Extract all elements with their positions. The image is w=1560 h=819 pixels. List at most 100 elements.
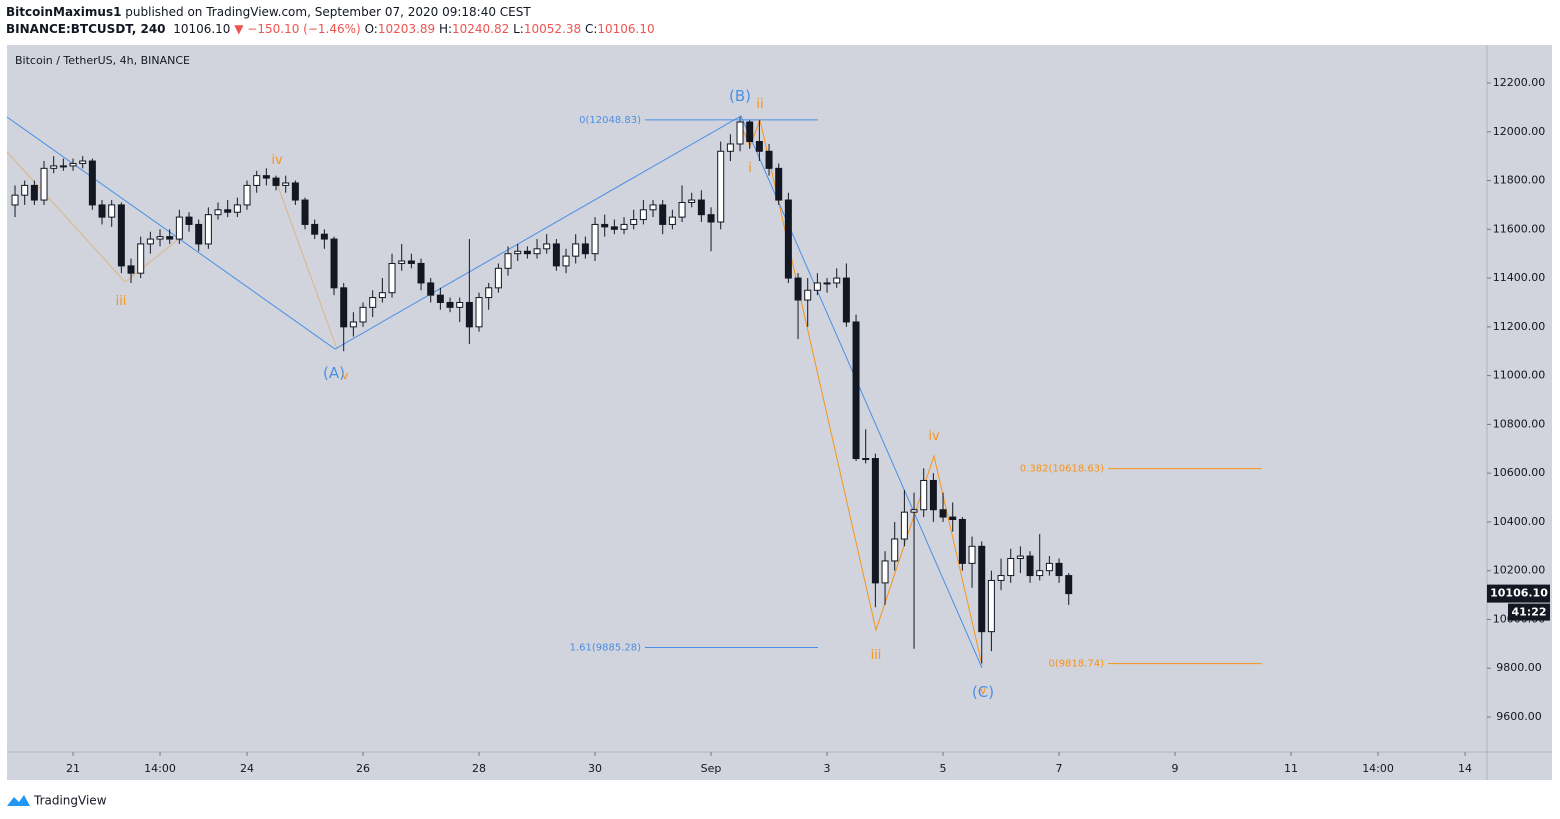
- x-tick-label: 14: [1458, 762, 1472, 775]
- x-tick-label: 14:00: [144, 762, 176, 775]
- wave-labels: (B) ii i iv iii (A) v iv iii (C) v: [116, 87, 995, 701]
- candle-body: [504, 253, 512, 269]
- y-tick-label: 10400.00: [1493, 515, 1546, 528]
- candle-body: [939, 509, 947, 518]
- chart-title: Bitcoin / TetherUS, 4h, BINANCE: [15, 54, 190, 67]
- wave-line: [740, 118, 983, 666]
- candle-body: [871, 458, 879, 584]
- x-tick-label: 7: [1056, 762, 1063, 775]
- candle-body: [243, 184, 251, 206]
- candle-body: [891, 538, 899, 562]
- candle-body: [50, 165, 58, 169]
- candle-body: [79, 160, 87, 164]
- candle-body: [398, 260, 406, 264]
- wave-label: ii: [756, 97, 763, 112]
- candle-body: [997, 575, 1005, 581]
- y-tick-label: 10200.00: [1493, 564, 1546, 577]
- symbol: BINANCE:BTCUSDT, 240: [6, 22, 166, 36]
- candle-body: [291, 182, 299, 201]
- wave-label: iii: [871, 648, 882, 663]
- ohlc-key: C:: [584, 22, 598, 36]
- x-tick-label: 28: [472, 762, 486, 775]
- candle-body: [726, 143, 734, 152]
- y-tick-label: 12200.00: [1493, 76, 1546, 89]
- ohlc-value: 10240.82: [452, 22, 510, 36]
- candle-body: [823, 282, 831, 285]
- change: ▼ −150.10 (−1.46%): [234, 22, 361, 36]
- candles: [11, 117, 1073, 664]
- candle-body: [514, 250, 522, 255]
- ohlc-value: 10052.38: [523, 22, 582, 36]
- candle-body: [881, 560, 889, 584]
- candle-body: [929, 479, 937, 511]
- countdown-box: [1508, 603, 1550, 621]
- wave-label: v: [980, 684, 987, 697]
- candle-body: [523, 250, 531, 255]
- candle-body: [668, 216, 676, 225]
- candle-body: [494, 267, 502, 289]
- candle-body: [659, 204, 667, 225]
- y-tick-label: 12000.00: [1493, 125, 1546, 138]
- x-tick-label: 30: [588, 762, 602, 775]
- candle-body: [456, 301, 464, 308]
- candle-body: [253, 175, 261, 186]
- candle-body: [949, 516, 957, 520]
- candle-body: [369, 297, 377, 308]
- candle-body: [852, 321, 860, 460]
- published: published on TradingView.com, September …: [125, 5, 531, 19]
- candle-body: [127, 265, 135, 274]
- fib-label: 0(12048.83): [579, 115, 641, 126]
- candle-body: [862, 458, 870, 461]
- fib-label: 0(9818.74): [1048, 659, 1104, 670]
- candle-body: [1016, 555, 1024, 560]
- countdown: 41:22: [1511, 606, 1546, 619]
- candle-body: [117, 204, 125, 267]
- header: BitcoinMaximus1 published on TradingView…: [6, 4, 655, 38]
- candle-body: [282, 182, 290, 186]
- candle-body: [311, 223, 319, 235]
- candle-body: [978, 545, 986, 633]
- candle-body: [1045, 562, 1053, 572]
- x-tick-label: 21: [66, 762, 80, 775]
- candle-body: [204, 214, 212, 245]
- y-tick-label: 10600.00: [1493, 466, 1546, 479]
- candle-body: [340, 287, 348, 328]
- candle-body: [156, 236, 164, 240]
- ohlc-value: 10203.89: [377, 22, 436, 36]
- candle-body: [775, 167, 783, 201]
- candle-body: [224, 209, 232, 213]
- x-tick-label: Sep: [701, 762, 722, 775]
- candle-body: [649, 204, 657, 211]
- candle-body: [407, 260, 415, 264]
- candle-body: [88, 160, 96, 206]
- fib-label: 0.382(10618.63): [1020, 464, 1104, 475]
- candle-body: [262, 175, 270, 179]
- candle-body: [610, 226, 618, 230]
- footer-logo: TradingView: [7, 794, 107, 808]
- wave-drawings: [6, 115, 983, 669]
- wave-label: (C): [972, 683, 994, 701]
- candle-body: [98, 204, 106, 218]
- wave-line: [274, 177, 338, 350]
- candle-body: [378, 292, 386, 299]
- fib-label: 1.61(9885.28): [570, 642, 642, 653]
- wave-label: iv: [271, 153, 283, 168]
- candle-body: [784, 199, 792, 279]
- candle-body: [427, 282, 435, 296]
- candle-body: [69, 162, 77, 167]
- candle-body: [485, 287, 493, 299]
- candle-body: [146, 238, 154, 245]
- candle-body: [40, 167, 48, 201]
- candle-body: [717, 150, 725, 223]
- candle-body: [707, 214, 715, 223]
- candle-body: [958, 518, 966, 564]
- candle-body: [272, 177, 280, 186]
- candle-body: [601, 223, 609, 228]
- header-line: BINANCE:BTCUSDT, 240 10106.10 ▼ −150.10 …: [6, 21, 655, 38]
- y-tick-label: 11000.00: [1493, 369, 1546, 382]
- author: BitcoinMaximus1: [6, 5, 122, 19]
- candle-body: [214, 209, 222, 216]
- footer-brand: TradingView: [33, 794, 107, 808]
- candle-body: [320, 233, 328, 240]
- candle-body: [330, 238, 338, 289]
